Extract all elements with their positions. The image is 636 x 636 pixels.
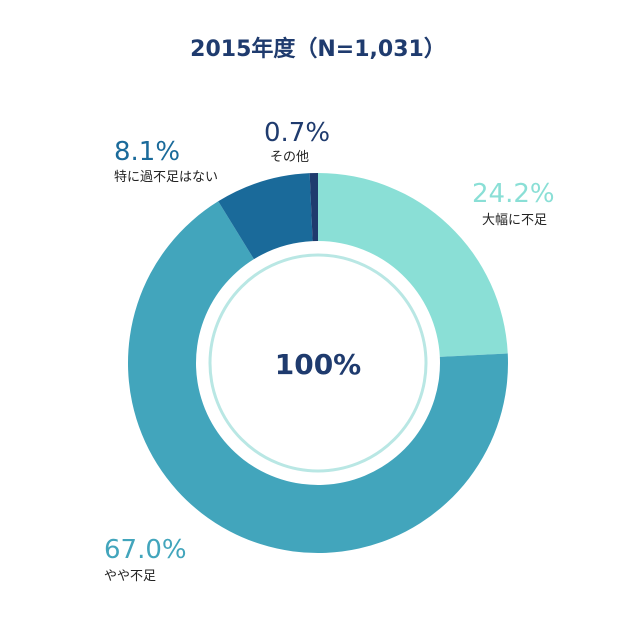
slice-category-label-yaya: やや不足 [104,569,156,584]
slice-daihaba-fusoku [318,173,508,357]
slice-sonota [309,173,318,242]
slice-value-label-yaya: 67.0% [104,535,187,565]
slice-category-label-tokuni: 特に過不足はない [114,170,218,185]
center-ring [208,253,428,473]
slice-category-label-daihaba: 大幅に不足 [482,213,547,228]
chart-title: 2015年度（N=1,031） [190,36,446,62]
slice-value-label-tokuni: 8.1% [114,137,180,167]
slice-value-label-sonota: 0.7% [264,118,330,148]
slice-value-label-daihaba: 24.2% [472,179,555,209]
slice-yaya-fusoku [128,201,508,554]
slice-category-label-sonota: その他 [270,150,309,165]
center-total-label: 100% [275,348,362,381]
slice-tokuni-kabusoku-nashi [218,173,313,260]
donut-slices [128,173,508,554]
